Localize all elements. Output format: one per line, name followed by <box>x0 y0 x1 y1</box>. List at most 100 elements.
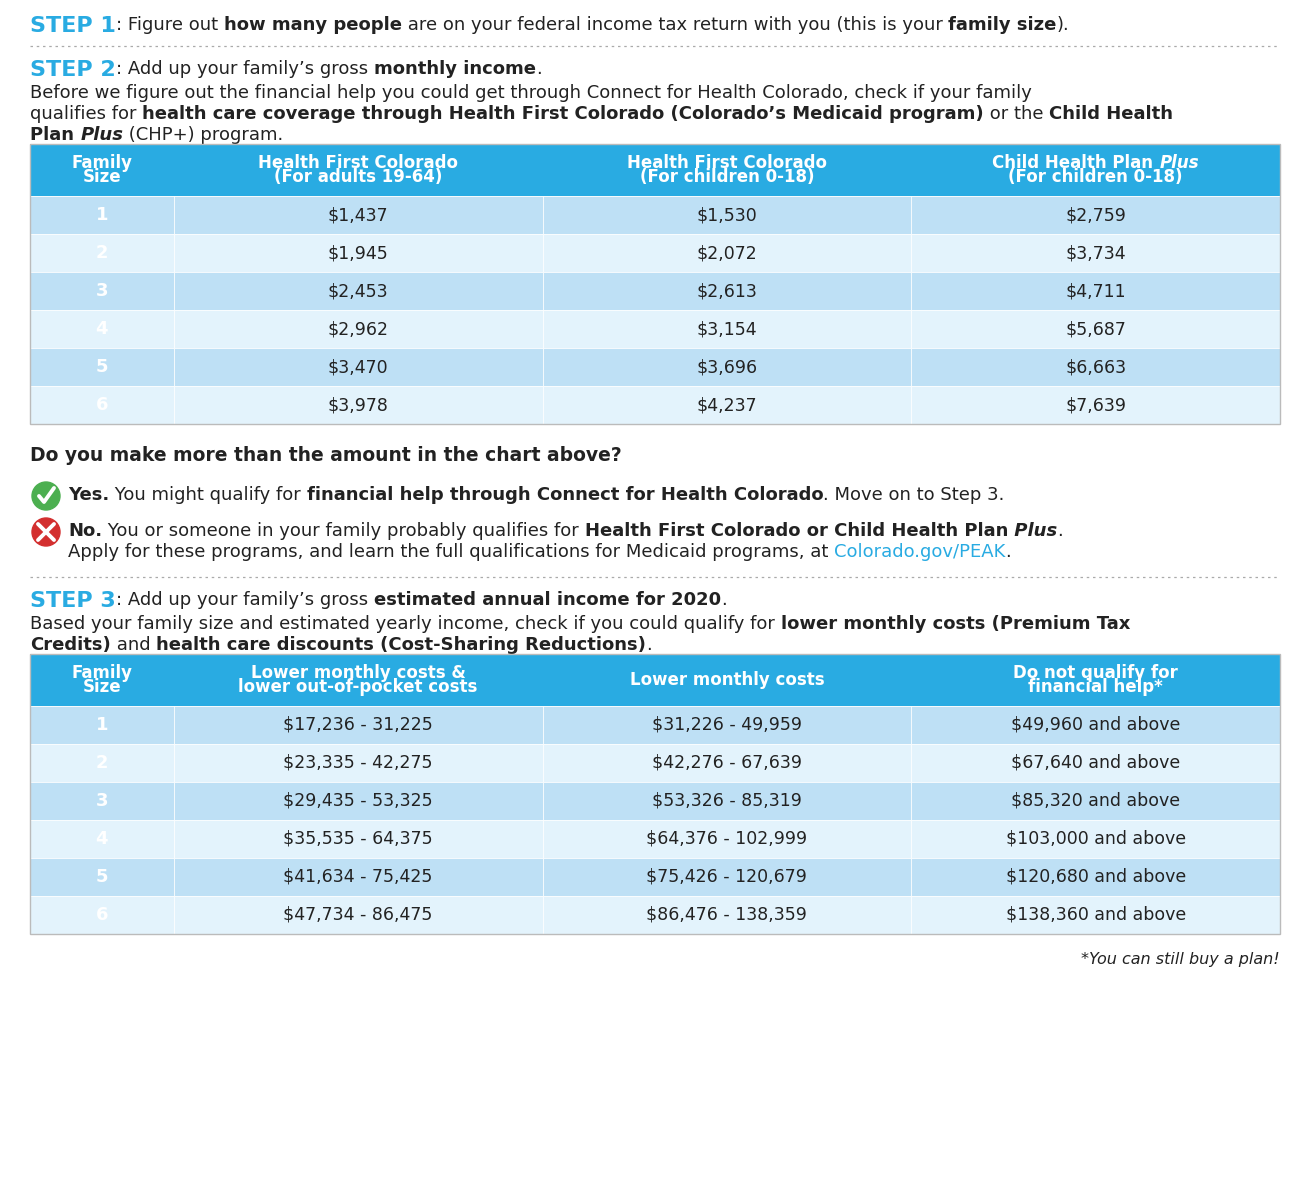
Bar <box>542 310 912 348</box>
Bar <box>30 386 174 424</box>
Bar <box>174 348 542 386</box>
Text: . Move on to Step 3.: . Move on to Step 3. <box>824 486 1005 504</box>
Text: $103,000 and above: $103,000 and above <box>1006 830 1186 848</box>
Bar <box>542 654 912 706</box>
Text: Yes.: Yes. <box>68 486 109 504</box>
Text: $17,236 - 31,225: $17,236 - 31,225 <box>283 716 434 733</box>
Bar <box>174 144 542 196</box>
Bar <box>912 654 1280 706</box>
Text: $3,470: $3,470 <box>328 358 389 376</box>
Bar <box>912 820 1280 858</box>
Text: 3: 3 <box>96 282 109 300</box>
Bar <box>174 654 542 706</box>
Text: $7,639: $7,639 <box>1065 396 1127 414</box>
Text: $67,640 and above: $67,640 and above <box>1011 754 1180 772</box>
Text: 3: 3 <box>96 791 109 810</box>
Text: .: . <box>721 592 727 609</box>
Text: $2,613: $2,613 <box>697 282 757 300</box>
Bar <box>912 706 1280 744</box>
Text: 6: 6 <box>96 906 109 924</box>
Bar <box>30 196 174 234</box>
Text: $2,453: $2,453 <box>328 282 389 300</box>
Text: estimated annual income for 2020: estimated annual income for 2020 <box>373 592 720 609</box>
Bar <box>542 234 912 272</box>
Text: Family: Family <box>71 154 132 172</box>
Bar <box>30 234 174 272</box>
Text: are on your federal income tax return with you (this is your: are on your federal income tax return wi… <box>402 17 948 34</box>
Text: Plus: Plus <box>1007 522 1057 539</box>
Text: $3,696: $3,696 <box>697 358 757 376</box>
Text: $64,376 - 102,999: $64,376 - 102,999 <box>646 830 807 848</box>
Text: $29,435 - 53,325: $29,435 - 53,325 <box>283 791 432 810</box>
Bar <box>912 234 1280 272</box>
Text: (For children 0-18): (For children 0-18) <box>1009 168 1183 186</box>
Text: STEP 3: STEP 3 <box>30 592 115 610</box>
Text: Colorado.gov/PEAK: Colorado.gov/PEAK <box>834 543 1006 561</box>
Bar <box>174 386 542 424</box>
Bar <box>912 196 1280 234</box>
Text: Plus: Plus <box>80 127 123 144</box>
Text: 6: 6 <box>96 396 109 414</box>
Text: : Figure out: : Figure out <box>115 17 224 34</box>
Bar <box>912 858 1280 896</box>
Text: Apply for these programs, and learn the full qualifications for Medicaid program: Apply for these programs, and learn the … <box>68 543 834 561</box>
Bar <box>30 144 1280 424</box>
Text: 5: 5 <box>96 358 109 376</box>
Circle shape <box>31 518 60 547</box>
Bar <box>174 782 542 820</box>
Bar <box>30 654 1280 935</box>
Text: $49,960 and above: $49,960 and above <box>1011 716 1180 733</box>
Text: $2,759: $2,759 <box>1065 206 1127 224</box>
Text: $1,530: $1,530 <box>697 206 757 224</box>
Text: (CHP+) program.: (CHP+) program. <box>123 127 283 144</box>
Text: : Add up your family’s gross: : Add up your family’s gross <box>115 592 373 609</box>
Text: Size: Size <box>83 168 122 186</box>
Text: health care discounts (Cost-Sharing Reductions): health care discounts (Cost-Sharing Redu… <box>156 636 646 654</box>
Text: Do not qualify for: Do not qualify for <box>1013 664 1178 683</box>
Text: 4: 4 <box>96 319 109 338</box>
Text: $4,237: $4,237 <box>697 396 757 414</box>
Text: Health First Colorado: Health First Colorado <box>627 154 827 172</box>
Text: financial help through Connect for Health Colorado: financial help through Connect for Healt… <box>307 486 824 504</box>
Text: $75,426 - 120,679: $75,426 - 120,679 <box>646 868 807 886</box>
Text: (For adults 19-64): (For adults 19-64) <box>274 168 443 186</box>
Bar <box>912 386 1280 424</box>
Bar <box>542 820 912 858</box>
Bar <box>912 310 1280 348</box>
Text: Plan: Plan <box>30 127 80 144</box>
Text: $23,335 - 42,275: $23,335 - 42,275 <box>283 754 432 772</box>
Text: qualifies for: qualifies for <box>30 105 143 123</box>
Bar <box>30 348 174 386</box>
Text: $1,437: $1,437 <box>328 206 389 224</box>
Text: Child Health Plan: Child Health Plan <box>993 154 1159 172</box>
Text: 5: 5 <box>96 868 109 886</box>
Text: 2: 2 <box>96 754 109 772</box>
Text: how many people: how many people <box>224 17 402 34</box>
Text: $3,734: $3,734 <box>1065 244 1125 261</box>
Text: (For children 0-18): (For children 0-18) <box>639 168 814 186</box>
Bar <box>174 858 542 896</box>
Bar <box>542 858 912 896</box>
Text: lower monthly costs (Premium Tax: lower monthly costs (Premium Tax <box>781 615 1131 633</box>
Text: $3,978: $3,978 <box>328 396 389 414</box>
Text: $120,680 and above: $120,680 and above <box>1006 868 1186 886</box>
Bar <box>912 744 1280 782</box>
Bar <box>912 782 1280 820</box>
Text: STEP 1: STEP 1 <box>30 17 115 35</box>
Text: $3,154: $3,154 <box>697 319 757 338</box>
Bar <box>174 196 542 234</box>
Bar <box>30 744 174 782</box>
Text: .: . <box>646 636 652 654</box>
Text: Size: Size <box>83 678 122 696</box>
Bar <box>542 348 912 386</box>
Text: Child Health: Child Health <box>1049 105 1174 123</box>
Text: $138,360 and above: $138,360 and above <box>1006 906 1186 924</box>
Text: .: . <box>1057 522 1062 539</box>
Text: $31,226 - 49,959: $31,226 - 49,959 <box>652 716 802 733</box>
Text: 1: 1 <box>96 206 109 224</box>
Bar <box>542 782 912 820</box>
Bar <box>912 896 1280 935</box>
Text: ).: ). <box>1057 17 1069 34</box>
Circle shape <box>31 481 60 510</box>
Text: Lower monthly costs: Lower monthly costs <box>630 671 824 689</box>
